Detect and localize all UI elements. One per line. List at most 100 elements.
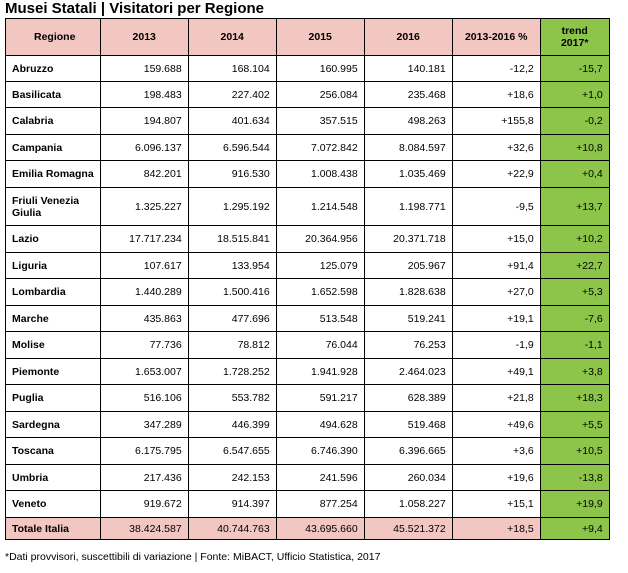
table-row: Campania 6.096.137 6.596.544 7.072.842 8.084… [5, 134, 610, 161]
visitors-cell: 1.058.227 [363, 490, 453, 518]
trend-cell: +10,5 [539, 437, 610, 465]
region-cell: Calabria [5, 107, 101, 135]
visitors-cell: 1.728.252 [187, 358, 277, 385]
trend-cell: +10,8 [539, 134, 610, 161]
trend-cell: +22,7 [539, 252, 610, 279]
visitors-cell: 1.440.289 [99, 278, 189, 306]
total-value-cell: 43.695.660 [275, 517, 365, 540]
trend-cell: +18,3 [539, 384, 610, 412]
visitors-cell: 842.201 [99, 160, 189, 188]
visitors-cell: 194.807 [99, 107, 189, 135]
visitors-cell: 6.547.655 [187, 437, 277, 465]
delta-cell: +49,6 [451, 411, 541, 438]
visitors-cell: 914.397 [187, 490, 277, 518]
total-value-cell: 38.424.587 [99, 517, 189, 540]
visitors-cell: 6.596.544 [187, 134, 277, 161]
visitors-cell: 78.812 [187, 331, 277, 359]
visitors-cell: 18.515.841 [187, 225, 277, 253]
visitors-cell: 6.096.137 [99, 134, 189, 161]
table-row: Puglia 516.106 553.782 591.217 628.389 +21,8 +… [5, 384, 610, 412]
visitors-cell: 513.548 [275, 305, 365, 332]
visitors-cell: 168.104 [187, 55, 277, 82]
visitors-cell: 628.389 [363, 384, 453, 412]
table-row: Sardegna 347.289 446.399 494.628 519.468 +49,… [5, 411, 610, 438]
delta-cell: +49,1 [451, 358, 541, 385]
visitors-cell: 20.371.718 [363, 225, 453, 253]
total-value-cell: 45.521.372 [363, 517, 453, 540]
visitors-cell: 125.079 [275, 252, 365, 279]
table-row: Marche 435.863 477.696 513.548 519.241 +19,1-… [5, 305, 610, 332]
header-row: Regione 2013 2014 2015 2016 2013-2016 % … [5, 18, 610, 56]
table-row: Molise 77.736 78.812 76.044 76.253 -1,9 -1,1 [5, 331, 610, 359]
table-row: Toscana 6.175.795 6.547.655 6.746.390 6.396.… [5, 437, 610, 465]
region-cell: Friuli Venezia Giulia [5, 187, 101, 226]
visitors-cell: 8.084.597 [363, 134, 453, 161]
region-cell: Basilicata [5, 81, 101, 108]
header-2014: 2014 [187, 18, 277, 56]
delta-cell: +21,8 [451, 384, 541, 412]
delta-cell: +15,1 [451, 490, 541, 518]
region-cell: Veneto [5, 490, 101, 518]
visitors-cell: 1.295.192 [187, 187, 277, 226]
visitors-cell: 1.035.469 [363, 160, 453, 188]
total-value-cell: +18,5 [451, 517, 541, 540]
visitors-cell: 241.596 [275, 464, 365, 491]
visitors-cell: 6.396.665 [363, 437, 453, 465]
table-row: Calabria 194.807 401.634 357.515 498.263 +155… [5, 107, 610, 135]
total-trend-cell: +9,4 [539, 517, 610, 540]
header-delta: 2013-2016 % [451, 18, 541, 56]
delta-cell: +18,6 [451, 81, 541, 108]
visitors-cell: 17.717.234 [99, 225, 189, 253]
visitors-cell: 435.863 [99, 305, 189, 332]
visitors-cell: 446.399 [187, 411, 277, 438]
visitors-cell: 553.782 [187, 384, 277, 412]
table-row: Abruzzo 159.688 168.104 160.995 140.181 -12,2… [5, 55, 610, 82]
region-cell: Puglia [5, 384, 101, 412]
table-row: Friuli Venezia Giulia 1.325.227 1.295.192 1… [5, 187, 610, 226]
trend-cell: -1,1 [539, 331, 610, 359]
region-cell: Molise [5, 331, 101, 359]
delta-cell: -12,2 [451, 55, 541, 82]
visitors-cell: 6.746.390 [275, 437, 365, 465]
visitors-cell: 242.153 [187, 464, 277, 491]
trend-cell: +19,9 [539, 490, 610, 518]
region-cell: Marche [5, 305, 101, 332]
region-cell: Abruzzo [5, 55, 101, 82]
visitors-cell: 1.653.007 [99, 358, 189, 385]
table-row: Veneto 919.672 914.397 877.254 1.058.227 +15,… [5, 490, 610, 518]
trend-cell: +5,3 [539, 278, 610, 306]
table-row: Basilicata 198.483 227.402 256.084 235.468 +1… [5, 81, 610, 108]
visitors-cell: 20.364.956 [275, 225, 365, 253]
delta-cell: +32,6 [451, 134, 541, 161]
delta-cell: +155,8 [451, 107, 541, 135]
delta-cell: +19,6 [451, 464, 541, 491]
trend-cell: +13,7 [539, 187, 610, 226]
table-row: Lazio 17.717.234 18.515.841 20.364.956 20.37… [5, 225, 610, 253]
visitors-cell: 519.468 [363, 411, 453, 438]
delta-cell: -1,9 [451, 331, 541, 359]
table-row: Umbria 217.436 242.153 241.596 260.034 +19,6-… [5, 464, 610, 491]
region-cell: Umbria [5, 464, 101, 491]
visitors-cell: 217.436 [99, 464, 189, 491]
header-trend: trend 2017* [539, 18, 610, 56]
table-row: Piemonte 1.653.007 1.728.252 1.941.928 2.464… [5, 358, 610, 385]
total-value-cell: 40.744.763 [187, 517, 277, 540]
visitors-cell: 1.500.416 [187, 278, 277, 306]
trend-cell: -15,7 [539, 55, 610, 82]
region-cell: Liguria [5, 252, 101, 279]
region-cell: Piemonte [5, 358, 101, 385]
header-2015: 2015 [275, 18, 365, 56]
delta-cell: +91,4 [451, 252, 541, 279]
visitors-table: Regione 2013 2014 2015 2016 2013-2016 % … [5, 18, 610, 540]
visitors-cell: 77.736 [99, 331, 189, 359]
trend-cell: -0,2 [539, 107, 610, 135]
region-cell: Lombardia [5, 278, 101, 306]
region-cell: Toscana [5, 437, 101, 465]
delta-cell: +27,0 [451, 278, 541, 306]
table-row: Lombardia 1.440.289 1.500.416 1.652.598 1.82… [5, 278, 610, 306]
visitors-cell: 1.941.928 [275, 358, 365, 385]
delta-cell: +3,6 [451, 437, 541, 465]
visitors-cell: 477.696 [187, 305, 277, 332]
visitors-cell: 1.008.438 [275, 160, 365, 188]
